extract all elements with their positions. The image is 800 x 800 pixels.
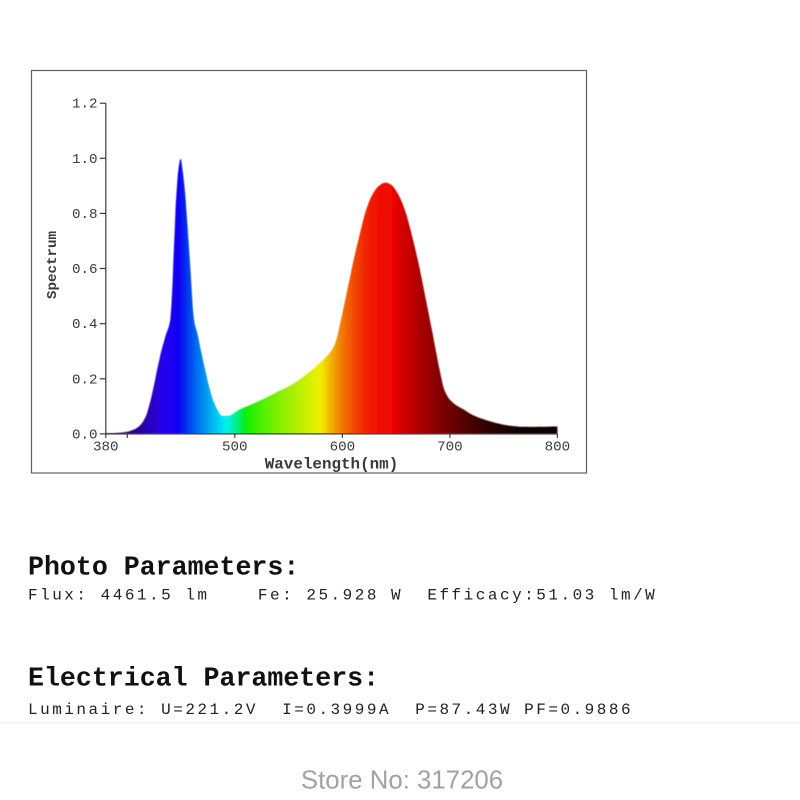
- svg-text:Store No: 317206: Store No: 317206: [301, 767, 503, 795]
- svg-text:500: 500: [222, 440, 248, 456]
- svg-text:Flux: 4461.5 lm Fe: 25.928: Flux: 4461.5 lm Fe: 25.928 W Efficacy:51…: [28, 587, 657, 605]
- svg-text:Electrical Parameters:: Electrical Parameters:: [28, 664, 379, 694]
- svg-text:0.2: 0.2: [72, 372, 98, 388]
- svg-text:Spectrum: Spectrum: [45, 231, 61, 299]
- svg-text:0.0: 0.0: [72, 427, 98, 443]
- svg-text:Luminaire: U=221.2V I=0.3999A: Luminaire: U=221.2V I=0.3999A P=87.43W P…: [28, 701, 633, 719]
- svg-text:Wavelength(nm): Wavelength(nm): [265, 456, 399, 474]
- svg-text:Photo Parameters:: Photo Parameters:: [28, 553, 299, 583]
- svg-text:800: 800: [545, 440, 571, 456]
- svg-text:0.4: 0.4: [72, 317, 98, 333]
- svg-text:0.8: 0.8: [72, 207, 98, 223]
- svg-text:600: 600: [330, 440, 356, 456]
- svg-text:700: 700: [437, 440, 463, 456]
- svg-text:0.6: 0.6: [72, 262, 98, 278]
- svg-text:1.2: 1.2: [72, 97, 98, 113]
- svg-text:380: 380: [93, 440, 119, 456]
- svg-text:1.0: 1.0: [72, 152, 98, 168]
